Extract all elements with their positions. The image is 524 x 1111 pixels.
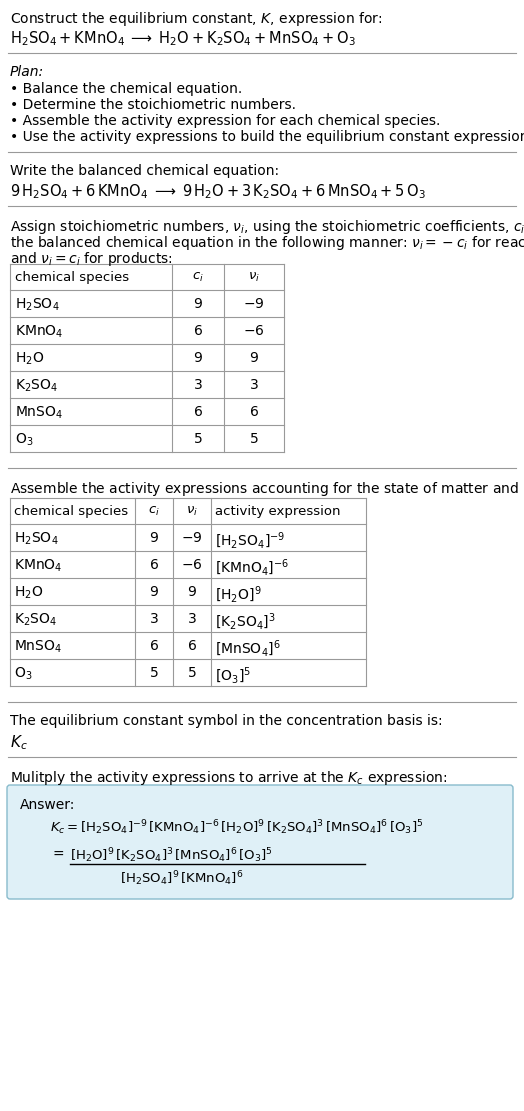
Text: $[\mathrm{H_2SO_4}]^{9}\,[\mathrm{KMnO_4}]^{6}$: $[\mathrm{H_2SO_4}]^{9}\,[\mathrm{KMnO_4… [120,869,244,888]
Text: $c_i$: $c_i$ [192,271,204,284]
Text: $\nu_i$: $\nu_i$ [248,271,260,284]
Text: $-6$: $-6$ [181,558,203,572]
Text: $\mathrm{H_2O}$: $\mathrm{H_2O}$ [14,585,43,601]
Text: and $\nu_i = c_i$ for products:: and $\nu_i = c_i$ for products: [10,250,173,268]
Text: • Assemble the activity expression for each chemical species.: • Assemble the activity expression for e… [10,114,440,128]
Text: 5: 5 [188,665,196,680]
Text: • Use the activity expressions to build the equilibrium constant expression.: • Use the activity expressions to build … [10,130,524,144]
Text: Mulitply the activity expressions to arrive at the $K_c$ expression:: Mulitply the activity expressions to arr… [10,769,447,787]
Text: Plan:: Plan: [10,66,44,79]
Text: 9: 9 [193,297,202,311]
Text: $\mathrm{O_3}$: $\mathrm{O_3}$ [15,432,34,449]
Text: 3: 3 [249,378,258,392]
Text: 9: 9 [149,585,158,599]
Text: $\mathrm{K_2SO_4}$: $\mathrm{K_2SO_4}$ [14,612,57,629]
Text: 6: 6 [249,406,258,419]
Text: 6: 6 [188,639,196,653]
Text: $[\mathrm{H_2O}]^{9}\,[\mathrm{K_2SO_4}]^{3}\,[\mathrm{MnSO_4}]^{6}\,[\mathrm{O_: $[\mathrm{H_2O}]^{9}\,[\mathrm{K_2SO_4}]… [70,845,273,864]
Text: $\mathrm{9\,H_2SO_4 + 6\,KMnO_4 \;\longrightarrow\; 9\,H_2O + 3\,K_2SO_4 + 6\,Mn: $\mathrm{9\,H_2SO_4 + 6\,KMnO_4 \;\longr… [10,182,426,201]
Text: $K_c$: $K_c$ [10,733,28,752]
Text: $-9$: $-9$ [181,531,203,546]
Text: $[\mathrm{K_2SO_4}]^{3}$: $[\mathrm{K_2SO_4}]^{3}$ [215,612,276,632]
Text: 6: 6 [149,639,158,653]
Text: $\mathrm{MnSO_4}$: $\mathrm{MnSO_4}$ [15,406,63,421]
Text: • Determine the stoichiometric numbers.: • Determine the stoichiometric numbers. [10,98,296,112]
Text: 9: 9 [249,351,258,366]
Text: 3: 3 [150,612,158,625]
Text: $\nu_i$: $\nu_i$ [186,506,198,518]
Text: chemical species: chemical species [15,271,129,284]
Text: $-6$: $-6$ [243,324,265,338]
Text: Assign stoichiometric numbers, $\nu_i$, using the stoichiometric coefficients, $: Assign stoichiometric numbers, $\nu_i$, … [10,218,524,236]
Text: activity expression: activity expression [215,506,341,518]
Text: 9: 9 [149,531,158,546]
Text: 6: 6 [193,406,202,419]
Text: The equilibrium constant symbol in the concentration basis is:: The equilibrium constant symbol in the c… [10,714,443,728]
Text: $[\mathrm{KMnO_4}]^{-6}$: $[\mathrm{KMnO_4}]^{-6}$ [215,558,289,579]
Text: 5: 5 [150,665,158,680]
Text: Write the balanced chemical equation:: Write the balanced chemical equation: [10,164,279,178]
Text: 6: 6 [193,324,202,338]
Text: $\mathrm{KMnO_4}$: $\mathrm{KMnO_4}$ [14,558,62,574]
Text: Construct the equilibrium constant, $K$, expression for:: Construct the equilibrium constant, $K$,… [10,10,383,28]
Text: chemical species: chemical species [14,506,128,518]
Text: $-9$: $-9$ [243,297,265,311]
Text: $[\mathrm{H_2SO_4}]^{-9}$: $[\mathrm{H_2SO_4}]^{-9}$ [215,531,285,551]
Text: 3: 3 [188,612,196,625]
Text: $\mathrm{K_2SO_4}$: $\mathrm{K_2SO_4}$ [15,378,58,394]
Text: $\mathrm{H_2SO_4}$: $\mathrm{H_2SO_4}$ [15,297,60,313]
Text: the balanced chemical equation in the following manner: $\nu_i = -c_i$ for react: the balanced chemical equation in the fo… [10,234,524,252]
FancyBboxPatch shape [7,785,513,899]
Text: $[\mathrm{H_2O}]^{9}$: $[\mathrm{H_2O}]^{9}$ [215,585,261,605]
Text: 3: 3 [194,378,202,392]
Text: $c_i$: $c_i$ [148,506,160,518]
Text: Answer:: Answer: [20,798,75,812]
Text: $[\mathrm{O_3}]^{5}$: $[\mathrm{O_3}]^{5}$ [215,665,251,687]
Text: 9: 9 [188,585,196,599]
Text: $=$: $=$ [50,845,65,860]
Text: $\mathrm{H_2SO_4 + KMnO_4 \;\longrightarrow\; H_2O + K_2SO_4 + MnSO_4 + O_3}$: $\mathrm{H_2SO_4 + KMnO_4 \;\longrightar… [10,29,356,48]
Text: $[\mathrm{MnSO_4}]^{6}$: $[\mathrm{MnSO_4}]^{6}$ [215,639,281,660]
Text: $\mathrm{H_2SO_4}$: $\mathrm{H_2SO_4}$ [14,531,59,548]
Text: 5: 5 [249,432,258,446]
Text: • Balance the chemical equation.: • Balance the chemical equation. [10,82,242,96]
Text: $\mathrm{KMnO_4}$: $\mathrm{KMnO_4}$ [15,324,63,340]
Text: $\mathrm{MnSO_4}$: $\mathrm{MnSO_4}$ [14,639,62,655]
Text: 6: 6 [149,558,158,572]
Text: Assemble the activity expressions accounting for the state of matter and $\nu_i$: Assemble the activity expressions accoun… [10,480,524,498]
Text: $\mathrm{H_2O}$: $\mathrm{H_2O}$ [15,351,44,368]
Text: $\mathrm{O_3}$: $\mathrm{O_3}$ [14,665,32,682]
Text: $K_c = [\mathrm{H_2SO_4}]^{-9}\,[\mathrm{KMnO_4}]^{-6}\,[\mathrm{H_2O}]^{9}\,[\m: $K_c = [\mathrm{H_2SO_4}]^{-9}\,[\mathrm… [50,818,423,837]
Text: 9: 9 [193,351,202,366]
Text: 5: 5 [194,432,202,446]
